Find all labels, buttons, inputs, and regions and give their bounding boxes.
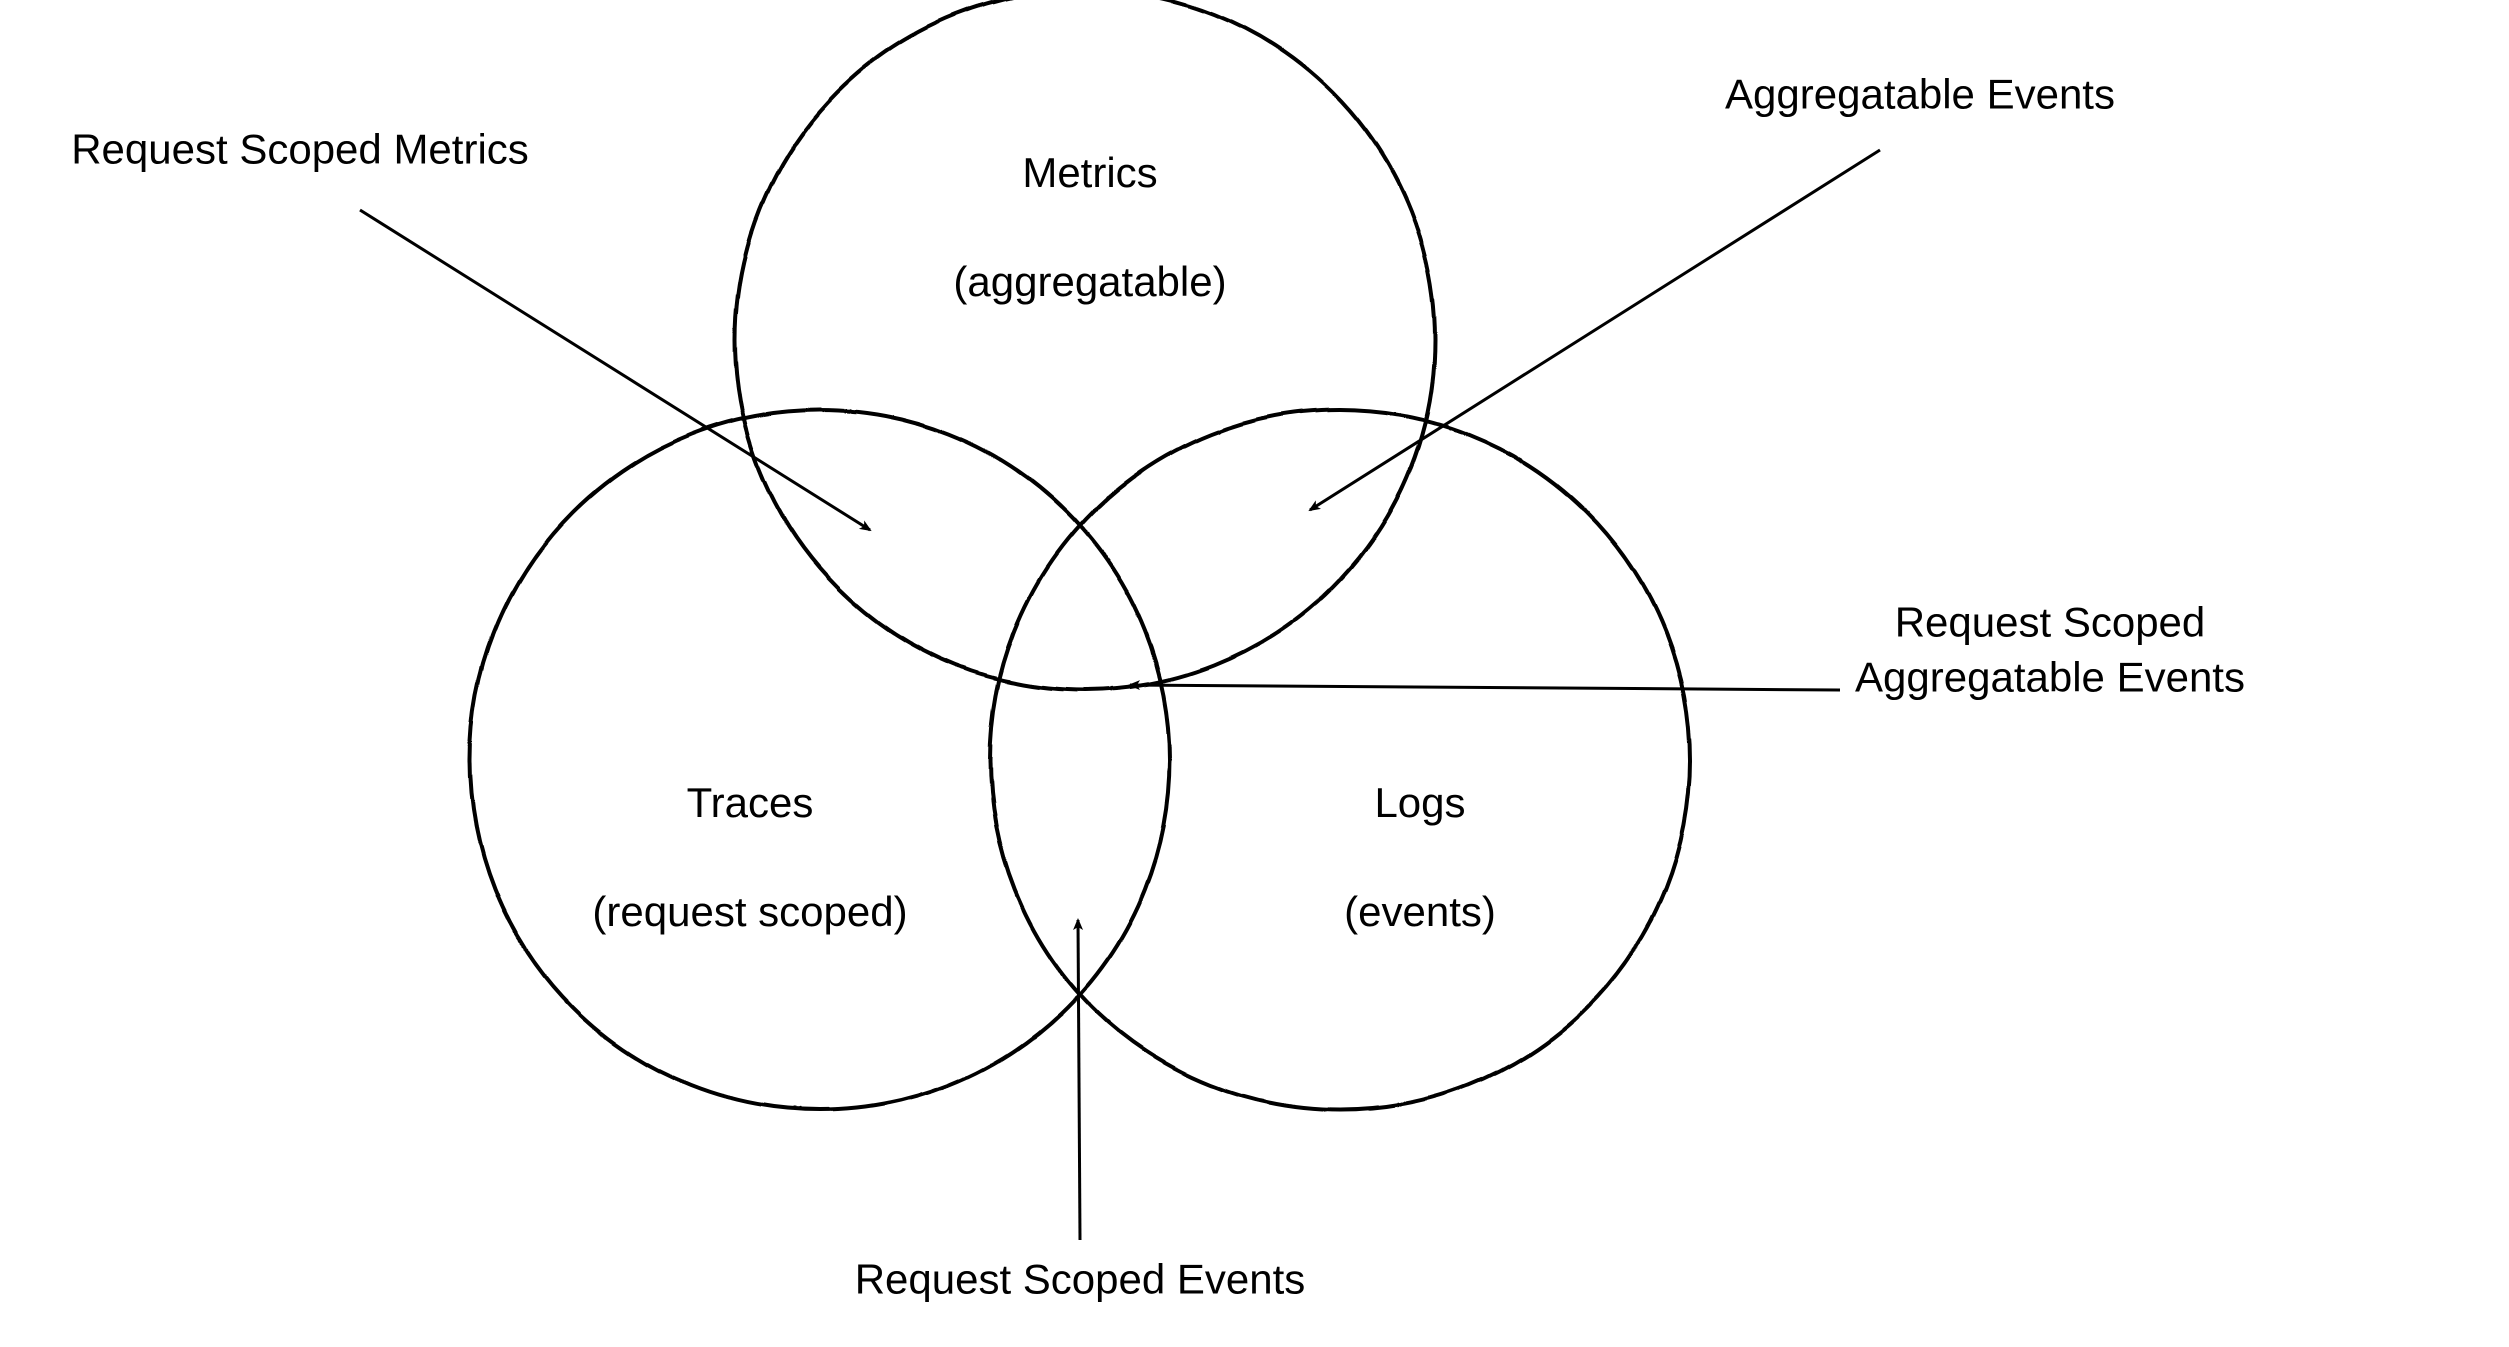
circle-label-logs-line1: Logs: [1374, 778, 1465, 825]
annotation-arrow: [1078, 920, 1080, 1240]
circle-label-logs: Logs (events): [1344, 721, 1496, 939]
circle-label-traces-line1: Traces: [687, 778, 814, 825]
annotation-aggregatable-events: Aggregatable Events: [1725, 68, 2115, 123]
annotation-arrow: [360, 210, 870, 530]
annotation-request-scoped-aggregatable-events: Request Scoped Aggregatable Events: [1855, 595, 2245, 704]
circle-label-logs-line2: (events): [1344, 888, 1496, 935]
circle-label-metrics: Metrics (aggregatable): [953, 91, 1226, 309]
venn-circle: [990, 410, 1690, 1110]
circle-label-traces: Traces (request scoped): [592, 721, 907, 939]
annotation-arrow: [1130, 685, 1840, 690]
annotation-request-scoped-events: Request Scoped Events: [855, 1253, 1306, 1308]
circle-label-metrics-line2: (aggregatable): [953, 258, 1226, 305]
venn-diagram-container: Metrics (aggregatable) Traces (request s…: [0, 0, 2509, 1347]
circle-label-metrics-line1: Metrics: [1022, 148, 1157, 195]
annotation-request-scoped-metrics: Request Scoped Metrics: [71, 123, 529, 178]
annotation-arrow: [1310, 150, 1880, 510]
circle-label-traces-line2: (request scoped): [592, 888, 907, 935]
